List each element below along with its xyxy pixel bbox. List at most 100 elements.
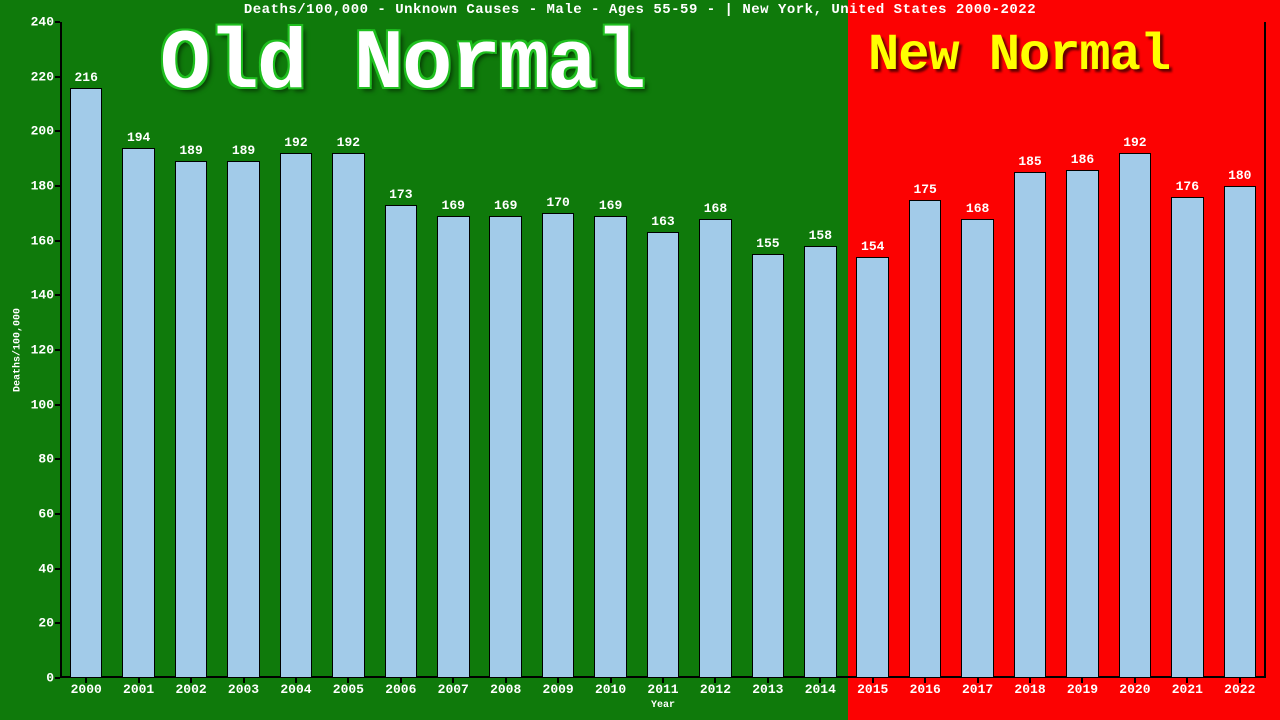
y-tick-mark xyxy=(55,622,60,624)
y-tick-mark xyxy=(55,404,60,406)
x-tick-mark xyxy=(924,678,926,683)
y-tick-label: 20 xyxy=(38,616,54,631)
bar: 173 xyxy=(385,205,418,678)
x-tick-label: 2018 xyxy=(1014,682,1045,697)
bar-value-label: 180 xyxy=(1228,168,1251,183)
x-tick-label: 2015 xyxy=(857,682,888,697)
y-tick-mark xyxy=(55,21,60,23)
y-tick-label: 80 xyxy=(38,452,54,467)
bar: 194 xyxy=(122,148,155,678)
bar-value-label: 186 xyxy=(1071,152,1094,167)
x-tick-mark xyxy=(1134,678,1136,683)
bar: 169 xyxy=(437,216,470,678)
bar: 158 xyxy=(804,246,837,678)
y-tick-mark xyxy=(55,240,60,242)
x-tick-label: 2020 xyxy=(1119,682,1150,697)
x-tick-label: 2009 xyxy=(543,682,574,697)
x-tick-label: 2002 xyxy=(175,682,206,697)
y-tick-mark xyxy=(55,294,60,296)
y-tick-mark xyxy=(55,185,60,187)
y-tick-mark xyxy=(55,349,60,351)
y-tick-mark xyxy=(55,677,60,679)
bar: 192 xyxy=(1119,153,1152,678)
bar-value-label: 173 xyxy=(389,187,412,202)
y-tick-mark xyxy=(55,458,60,460)
bar: 189 xyxy=(175,161,208,678)
bar-value-label: 192 xyxy=(337,135,360,150)
y-tick-label: 40 xyxy=(38,561,54,576)
bar-value-label: 192 xyxy=(284,135,307,150)
bar: 163 xyxy=(647,232,680,678)
y-tick-label: 220 xyxy=(31,69,54,84)
x-tick-mark xyxy=(819,678,821,683)
x-tick-mark xyxy=(1186,678,1188,683)
x-tick-label: 2008 xyxy=(490,682,521,697)
x-tick-label: 2010 xyxy=(595,682,626,697)
x-tick-label: 2022 xyxy=(1224,682,1255,697)
x-tick-label: 2006 xyxy=(385,682,416,697)
bar: 180 xyxy=(1224,186,1257,678)
x-tick-label: 2016 xyxy=(910,682,941,697)
x-tick-mark xyxy=(190,678,192,683)
x-tick-mark xyxy=(714,678,716,683)
bar-value-label: 169 xyxy=(442,198,465,213)
x-tick-mark xyxy=(1029,678,1031,683)
bar: 189 xyxy=(227,161,260,678)
x-tick-mark xyxy=(505,678,507,683)
x-tick-mark xyxy=(1239,678,1241,683)
axis-line xyxy=(1264,22,1266,678)
y-tick-label: 180 xyxy=(31,179,54,194)
bar: 168 xyxy=(699,219,732,678)
bar: 154 xyxy=(856,257,889,678)
x-tick-label: 2011 xyxy=(647,682,678,697)
x-tick-label: 2014 xyxy=(805,682,836,697)
bar: 192 xyxy=(280,153,313,678)
x-tick-mark xyxy=(610,678,612,683)
bar-value-label: 194 xyxy=(127,130,150,145)
bar-value-label: 169 xyxy=(494,198,517,213)
x-tick-label: 2001 xyxy=(123,682,154,697)
bar-value-label: 158 xyxy=(809,228,832,243)
bar-value-label: 170 xyxy=(546,195,569,210)
bar-value-label: 163 xyxy=(651,214,674,229)
bar-value-label: 168 xyxy=(966,201,989,216)
chart-plot-area: Deaths/100,000 Year 02040608010012014016… xyxy=(60,22,1266,678)
chart-title: Deaths/100,000 - Unknown Causes - Male -… xyxy=(0,0,1280,20)
bar-value-label: 189 xyxy=(232,143,255,158)
x-tick-mark xyxy=(767,678,769,683)
bar: 170 xyxy=(542,213,575,678)
bar-value-label: 168 xyxy=(704,201,727,216)
y-tick-label: 140 xyxy=(31,288,54,303)
x-tick-label: 2012 xyxy=(700,682,731,697)
y-tick-mark xyxy=(55,76,60,78)
x-tick-label: 2007 xyxy=(438,682,469,697)
bar: 216 xyxy=(70,88,103,678)
bar: 185 xyxy=(1014,172,1047,678)
y-tick-label: 200 xyxy=(31,124,54,139)
x-tick-mark xyxy=(662,678,664,683)
x-tick-mark xyxy=(243,678,245,683)
x-tick-mark xyxy=(85,678,87,683)
x-tick-mark xyxy=(400,678,402,683)
bar: 186 xyxy=(1066,170,1099,678)
x-tick-label: 2003 xyxy=(228,682,259,697)
x-tick-label: 2013 xyxy=(752,682,783,697)
y-tick-label: 60 xyxy=(38,507,54,522)
bar: 192 xyxy=(332,153,365,678)
y-tick-mark xyxy=(55,568,60,570)
y-tick-label: 0 xyxy=(46,671,54,686)
y-tick-label: 120 xyxy=(31,343,54,358)
x-tick-mark xyxy=(295,678,297,683)
bar: 169 xyxy=(489,216,522,678)
bar-value-label: 169 xyxy=(599,198,622,213)
x-tick-mark xyxy=(1081,678,1083,683)
x-tick-mark xyxy=(557,678,559,683)
x-tick-mark xyxy=(977,678,979,683)
axis-line xyxy=(60,22,62,678)
bar-value-label: 185 xyxy=(1018,154,1041,169)
x-tick-label: 2021 xyxy=(1172,682,1203,697)
y-tick-label: 100 xyxy=(31,397,54,412)
bar-value-label: 175 xyxy=(913,182,936,197)
y-tick-mark xyxy=(55,130,60,132)
x-tick-mark xyxy=(452,678,454,683)
